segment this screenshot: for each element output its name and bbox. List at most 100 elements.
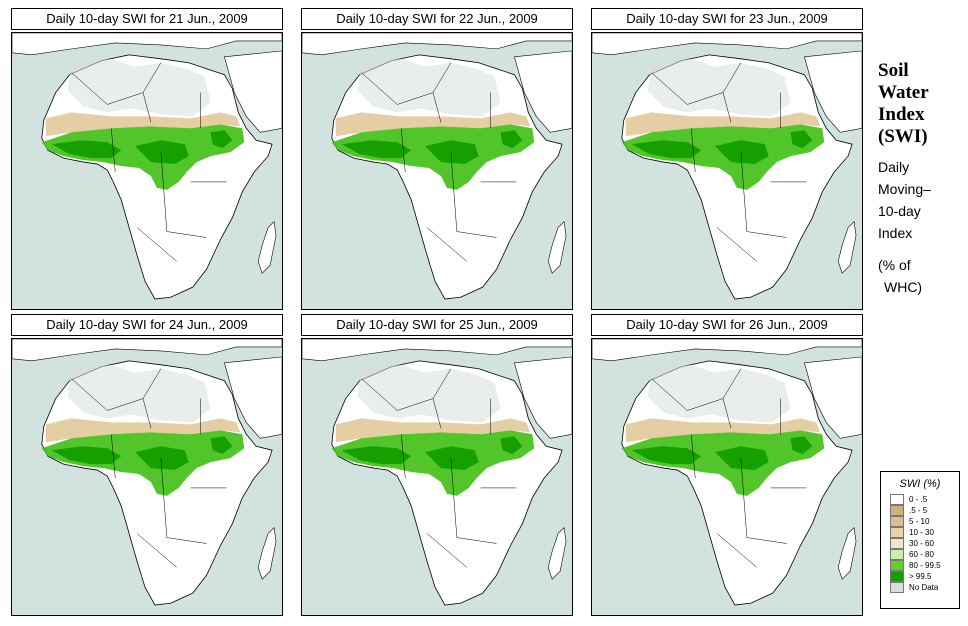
country-borders <box>651 62 807 262</box>
madagascar <box>837 527 857 580</box>
legend-label: 5 - 10 <box>909 517 930 526</box>
legend-label: 80 - 99.5 <box>909 561 941 570</box>
saturated-zone <box>631 436 813 471</box>
panel-title: Daily 10-day SWI for 24 Jun., 2009 <box>11 314 283 336</box>
saturated-zone <box>341 130 523 165</box>
legend-item: 60 - 80 <box>890 549 959 560</box>
legend-title: SWI (%) <box>899 478 941 490</box>
title-line: Index <box>878 104 925 125</box>
title-line: (SWI) <box>878 126 928 147</box>
europe-landmass <box>12 339 282 362</box>
panel-title: Daily 10-day SWI for 25 Jun., 2009 <box>301 314 573 336</box>
africa-map <box>301 338 573 616</box>
saturated-zone <box>51 436 233 471</box>
legend-swatch <box>890 582 904 593</box>
panel-title: Daily 10-day SWI for 22 Jun., 2009 <box>301 8 573 30</box>
legend-item: No Data <box>890 582 959 593</box>
madagascar <box>547 527 567 580</box>
saturated-zone <box>341 436 523 471</box>
sub-line: Daily <box>878 159 910 175</box>
map-canvas <box>302 33 572 309</box>
europe-landmass <box>592 339 862 362</box>
dry-zone <box>335 112 531 137</box>
dry-zone <box>625 112 821 137</box>
legend-item: 30 - 60 <box>890 538 959 549</box>
saturated-zone <box>631 130 813 165</box>
legend-swatch <box>890 560 904 571</box>
map-canvas <box>592 339 862 615</box>
legend-swatch <box>890 571 904 582</box>
africa-map <box>591 338 863 616</box>
no-data-region <box>357 364 501 423</box>
europe-landmass <box>302 33 572 56</box>
sub-line: 10-day <box>878 203 921 219</box>
legend-item: 80 - 99.5 <box>890 560 959 571</box>
country-borders <box>651 368 807 568</box>
legend-swatch <box>890 527 904 538</box>
panel-title: Daily 10-day SWI for 26 Jun., 2009 <box>591 314 863 336</box>
map-canvas <box>302 339 572 615</box>
legend-label: No Data <box>909 583 939 592</box>
dry-zone <box>335 418 531 443</box>
swi-legend: SWI (%) 0 - .5 .5 - 5 5 - 10 10 - 30 30 - 60… <box>880 471 960 609</box>
arabia-landmass <box>224 356 282 439</box>
europe-landmass <box>12 33 282 56</box>
legend-label: > 99.5 <box>909 572 932 581</box>
madagascar <box>257 527 277 580</box>
legend-label: 0 - .5 <box>909 495 928 504</box>
dry-zone <box>45 418 241 443</box>
legend-item: 10 - 30 <box>890 527 959 538</box>
sub-line: Index <box>878 225 913 241</box>
madagascar <box>257 221 277 274</box>
legend-swatch <box>890 494 904 505</box>
africa-map <box>11 338 283 616</box>
dry-zone <box>625 418 821 443</box>
wet-zone <box>621 124 825 190</box>
africa-map <box>301 32 573 310</box>
legend-label: 60 - 80 <box>909 550 934 559</box>
legend-swatch <box>890 538 904 549</box>
panel-title: Daily 10-day SWI for 23 Jun., 2009 <box>591 8 863 30</box>
country-borders <box>71 62 227 262</box>
wet-zone <box>41 124 245 190</box>
title-line: Soil <box>878 60 909 81</box>
country-borders <box>361 368 517 568</box>
saturated-zone <box>51 130 233 165</box>
no-data-region <box>67 58 211 117</box>
madagascar <box>547 221 567 274</box>
legend-label: 10 - 30 <box>909 528 934 537</box>
country-borders <box>361 62 517 262</box>
wet-zone <box>331 430 535 496</box>
arabia-landmass <box>224 50 282 133</box>
europe-landmass <box>302 339 572 362</box>
no-data-region <box>67 364 211 423</box>
index-title: Soil Water Index (SWI) <box>878 60 966 148</box>
map-canvas <box>592 33 862 309</box>
no-data-region <box>647 58 791 117</box>
index-description: Daily Moving– 10-day Index <box>878 156 966 244</box>
sub-line: Moving– <box>878 181 931 197</box>
legend-item: 0 - .5 <box>890 494 959 505</box>
legend-swatch <box>890 549 904 560</box>
wet-zone <box>331 124 535 190</box>
arabia-landmass <box>514 50 572 133</box>
map-canvas <box>12 33 282 309</box>
madagascar <box>837 221 857 274</box>
unit-line: (% of <box>878 257 911 273</box>
legend-swatch <box>890 516 904 527</box>
legend-item: .5 - 5 <box>890 505 959 516</box>
side-heading: Soil Water Index (SWI) Daily Moving– 10-… <box>878 60 966 298</box>
wet-zone <box>621 430 825 496</box>
dry-zone <box>45 112 241 137</box>
country-borders <box>71 368 227 568</box>
unit-line: WHC) <box>884 279 923 295</box>
africa-map <box>11 32 283 310</box>
africa-map <box>591 32 863 310</box>
legend-label: .5 - 5 <box>909 506 928 515</box>
legend-swatch <box>890 505 904 516</box>
arabia-landmass <box>804 50 862 133</box>
arabia-landmass <box>514 356 572 439</box>
map-canvas <box>12 339 282 615</box>
legend-item: 5 - 10 <box>890 516 959 527</box>
title-line: Water <box>878 82 929 103</box>
